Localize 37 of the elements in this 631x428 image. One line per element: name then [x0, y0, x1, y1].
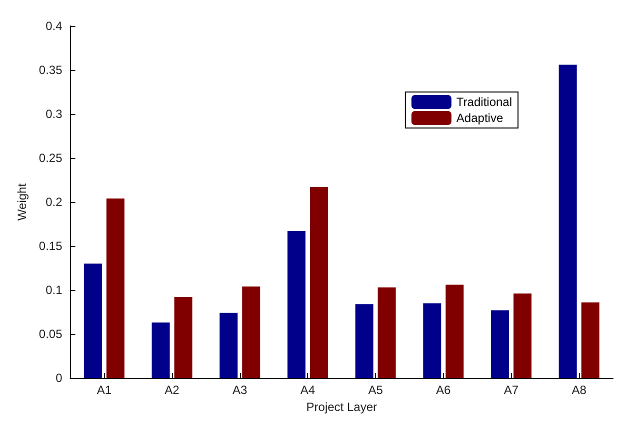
- legend-label: Traditional: [456, 95, 512, 109]
- y-tick-label: 0.2: [46, 195, 63, 209]
- bar: [174, 297, 192, 378]
- x-tick-label: A3: [232, 383, 248, 397]
- bar: [287, 231, 306, 378]
- y-tick-label: 0.15: [38, 239, 63, 253]
- x-tick-label: A6: [436, 383, 452, 397]
- x-tick-label: A7: [504, 383, 519, 397]
- y-tick-label: 0.05: [38, 327, 63, 341]
- y-tick-label: 0.35: [38, 63, 63, 77]
- bar: [446, 284, 464, 378]
- y-tick-label: 0.3: [46, 107, 63, 121]
- y-tick-label: 0: [56, 371, 63, 385]
- bar: [490, 310, 509, 378]
- x-tick-label: A4: [300, 383, 316, 397]
- x-tick-label: A2: [164, 383, 180, 397]
- x-axis-title: Project Layer: [306, 400, 377, 414]
- bar: [220, 312, 238, 378]
- bar: [378, 287, 396, 378]
- legend-label: Adaptive: [456, 111, 504, 125]
- y-tick-label: 0.1: [46, 283, 63, 297]
- bar: [513, 294, 532, 378]
- bar: [355, 304, 374, 378]
- x-tick-label: A5: [368, 383, 384, 397]
- x-tick-label: A1: [96, 383, 112, 397]
- bar: [581, 302, 600, 378]
- y-axis-title: Weight: [15, 182, 29, 221]
- bar: [310, 187, 328, 378]
- bar: [242, 286, 260, 378]
- bar: [423, 303, 442, 378]
- x-tick-label: A8: [572, 383, 587, 397]
- y-tick-label: 0.25: [38, 151, 63, 165]
- y-tick-label: 0.4: [46, 19, 63, 33]
- bar: [558, 64, 577, 378]
- bar: [84, 264, 102, 378]
- bar: [152, 322, 170, 378]
- bar: [106, 198, 124, 378]
